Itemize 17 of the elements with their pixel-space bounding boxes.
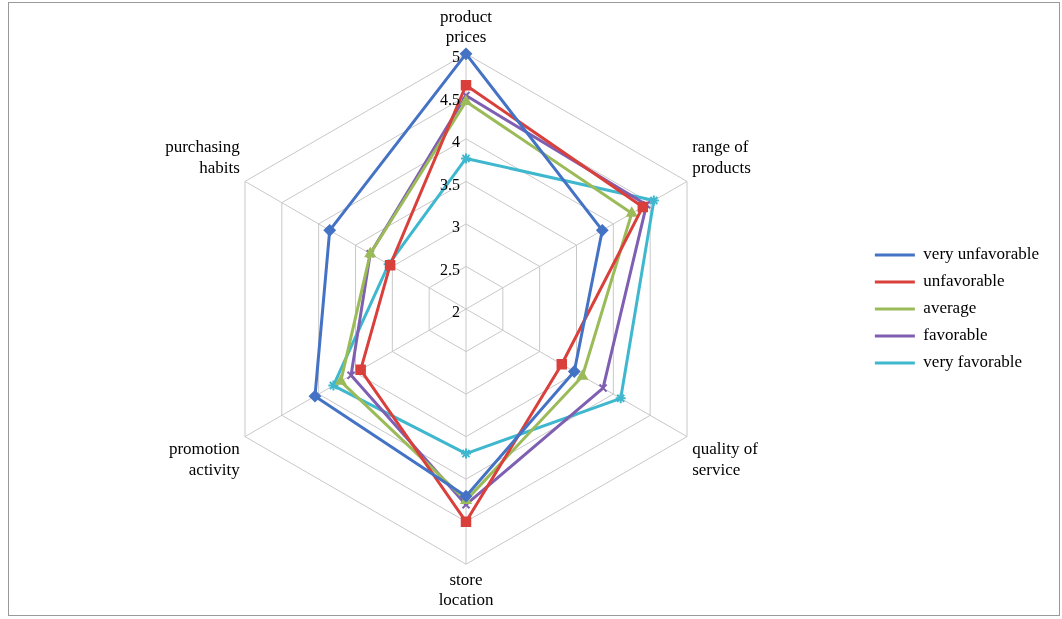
y-tick-label: 4 [452, 133, 460, 151]
spoke-label: store location [438, 569, 494, 610]
spoke-label: range of products [692, 137, 751, 177]
y-tick-label: 4.5 [440, 90, 460, 108]
y-tick-label: 2 [452, 303, 460, 321]
spoke-label: purchasing habits [165, 137, 241, 177]
y-tick-label: 3 [452, 218, 460, 236]
legend-label: favorable [923, 325, 988, 345]
legend-label: average [923, 298, 977, 318]
spoke-label: promotion activity [168, 439, 241, 479]
y-tick-label: 2.5 [440, 260, 460, 278]
spoke-label: quality of service [692, 439, 759, 479]
legend-label: very favorable [923, 352, 1022, 372]
legend-label: very unfavorable [923, 244, 1039, 264]
spoke-label: product prices [440, 6, 493, 47]
legend-label: unfavorable [923, 271, 1005, 291]
y-tick-label: 5 [452, 48, 460, 65]
